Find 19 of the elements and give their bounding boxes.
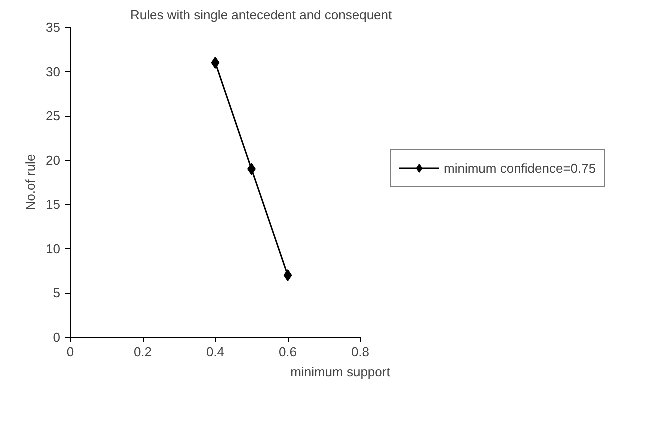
x-axis-title: minimum support — [290, 364, 391, 380]
y-tick-label: 35 — [46, 20, 61, 35]
y-tick-label: 20 — [46, 152, 61, 168]
chart-title: Rules with single antecedent and consequent — [130, 8, 393, 22]
y-tick-label: 30 — [46, 64, 61, 80]
x-tick-label: 0 — [66, 344, 74, 360]
y-tick-label: 15 — [46, 197, 61, 212]
y-axis-title: No.of rule — [23, 154, 38, 211]
x-tick-label: 0.4 — [206, 344, 225, 360]
y-tick-label: 25 — [46, 108, 61, 124]
x-tick-label: 0.2 — [134, 344, 152, 360]
y-tick-label: 10 — [46, 241, 61, 256]
x-tick-label: 0.6 — [278, 344, 298, 360]
y-tick-label: 5 — [53, 286, 61, 301]
x-tick-label: 0.8 — [351, 344, 370, 360]
y-tick-label: 0 — [53, 330, 61, 345]
legend-label: minimum confidence=0.75 — [444, 160, 596, 176]
point — [284, 270, 292, 282]
point — [211, 56, 220, 69]
